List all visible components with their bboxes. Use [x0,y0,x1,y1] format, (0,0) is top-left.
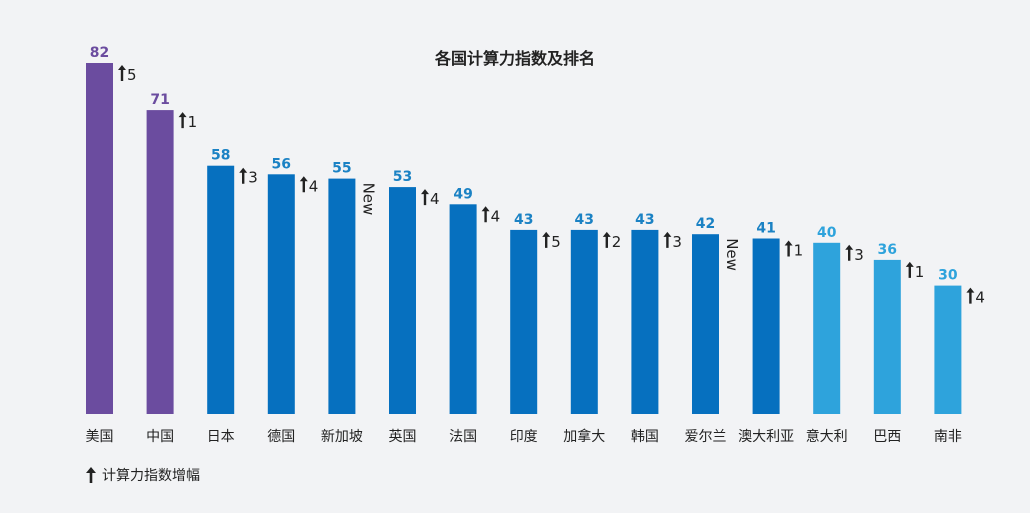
rank-change-label: 4 [491,207,501,225]
bar-14 [934,285,962,414]
category-label: 澳大利亚 [738,429,794,445]
category-label: 美国 [86,429,114,445]
up-arrow-icon [542,231,551,248]
rank-change-label: 5 [551,233,561,251]
category-label: 意大利 [806,428,848,445]
bar-0 [86,63,113,414]
category-label: 印度 [510,429,538,445]
category-label: 爱尔兰 [685,429,727,445]
up-arrow-icon [845,244,854,261]
value-label: 43 [514,212,533,228]
rank-change-label: 2 [612,233,622,251]
category-label: 南非 [934,429,962,445]
up-arrow-icon [481,206,490,223]
up-arrow-icon [966,287,975,304]
up-arrow-icon [663,231,672,248]
bar-7 [510,229,538,414]
rank-new-label: New [359,183,377,216]
value-label: 55 [332,161,351,177]
up-arrow-icon [784,240,793,257]
category-label: 日本 [207,429,235,445]
up-arrow-icon [86,467,96,483]
category-label: 中国 [146,429,174,445]
rank-change-label: 1 [794,242,804,260]
value-label: 58 [211,148,230,164]
bar-12 [813,242,841,414]
rank-new-label: New [723,238,741,271]
rank-change-label: 5 [127,66,137,84]
rank-change-label: 4 [975,289,985,307]
category-label: 加拿大 [563,428,605,445]
bar-9 [631,229,659,414]
bar-4 [328,178,356,414]
category-label: 英国 [389,428,417,445]
category-label: 巴西 [873,429,901,445]
value-label: 43 [575,212,594,228]
bar-6 [449,204,477,414]
bar-5 [389,187,416,414]
legend: 计算力指数增幅 [86,465,200,485]
rank-change-label: 3 [854,246,864,264]
bar-8 [570,229,598,414]
bar-13 [873,259,901,414]
category-label: 法国 [449,429,477,445]
bar-3 [267,174,295,414]
value-label: 53 [393,169,412,185]
up-arrow-icon [299,176,308,193]
value-label: 82 [90,45,109,61]
up-arrow-icon [239,167,248,184]
value-label: 41 [756,221,775,237]
rank-change-label: 4 [309,177,319,195]
up-arrow-icon [421,189,429,206]
value-label: 49 [453,186,472,202]
bar-11 [752,238,780,414]
rank-change-label: 1 [188,113,198,131]
value-label: 40 [817,225,837,241]
bar-1 [146,110,174,414]
bar-10 [692,234,719,414]
value-label: 71 [150,92,169,108]
up-arrow-icon [118,65,126,81]
value-label: 43 [635,212,654,228]
category-label: 德国 [267,429,295,445]
rank-change-label: 1 [915,263,925,281]
rank-change-label: 3 [248,169,258,187]
category-label: 韩国 [631,429,659,445]
value-label: 42 [696,216,715,232]
value-label: 30 [938,268,958,284]
up-arrow-icon [905,261,914,278]
up-arrow-icon [178,112,187,129]
up-arrow-icon [602,231,611,248]
category-label: 新加坡 [321,429,363,445]
value-label: 56 [272,156,291,172]
value-label: 36 [878,242,897,258]
bar-2 [207,165,235,414]
rank-change-label: 4 [430,190,440,208]
chart-title: 各国计算力指数及排名 [434,49,595,68]
rank-change-label: 3 [672,233,682,251]
legend-text: 计算力指数增幅 [102,468,200,484]
